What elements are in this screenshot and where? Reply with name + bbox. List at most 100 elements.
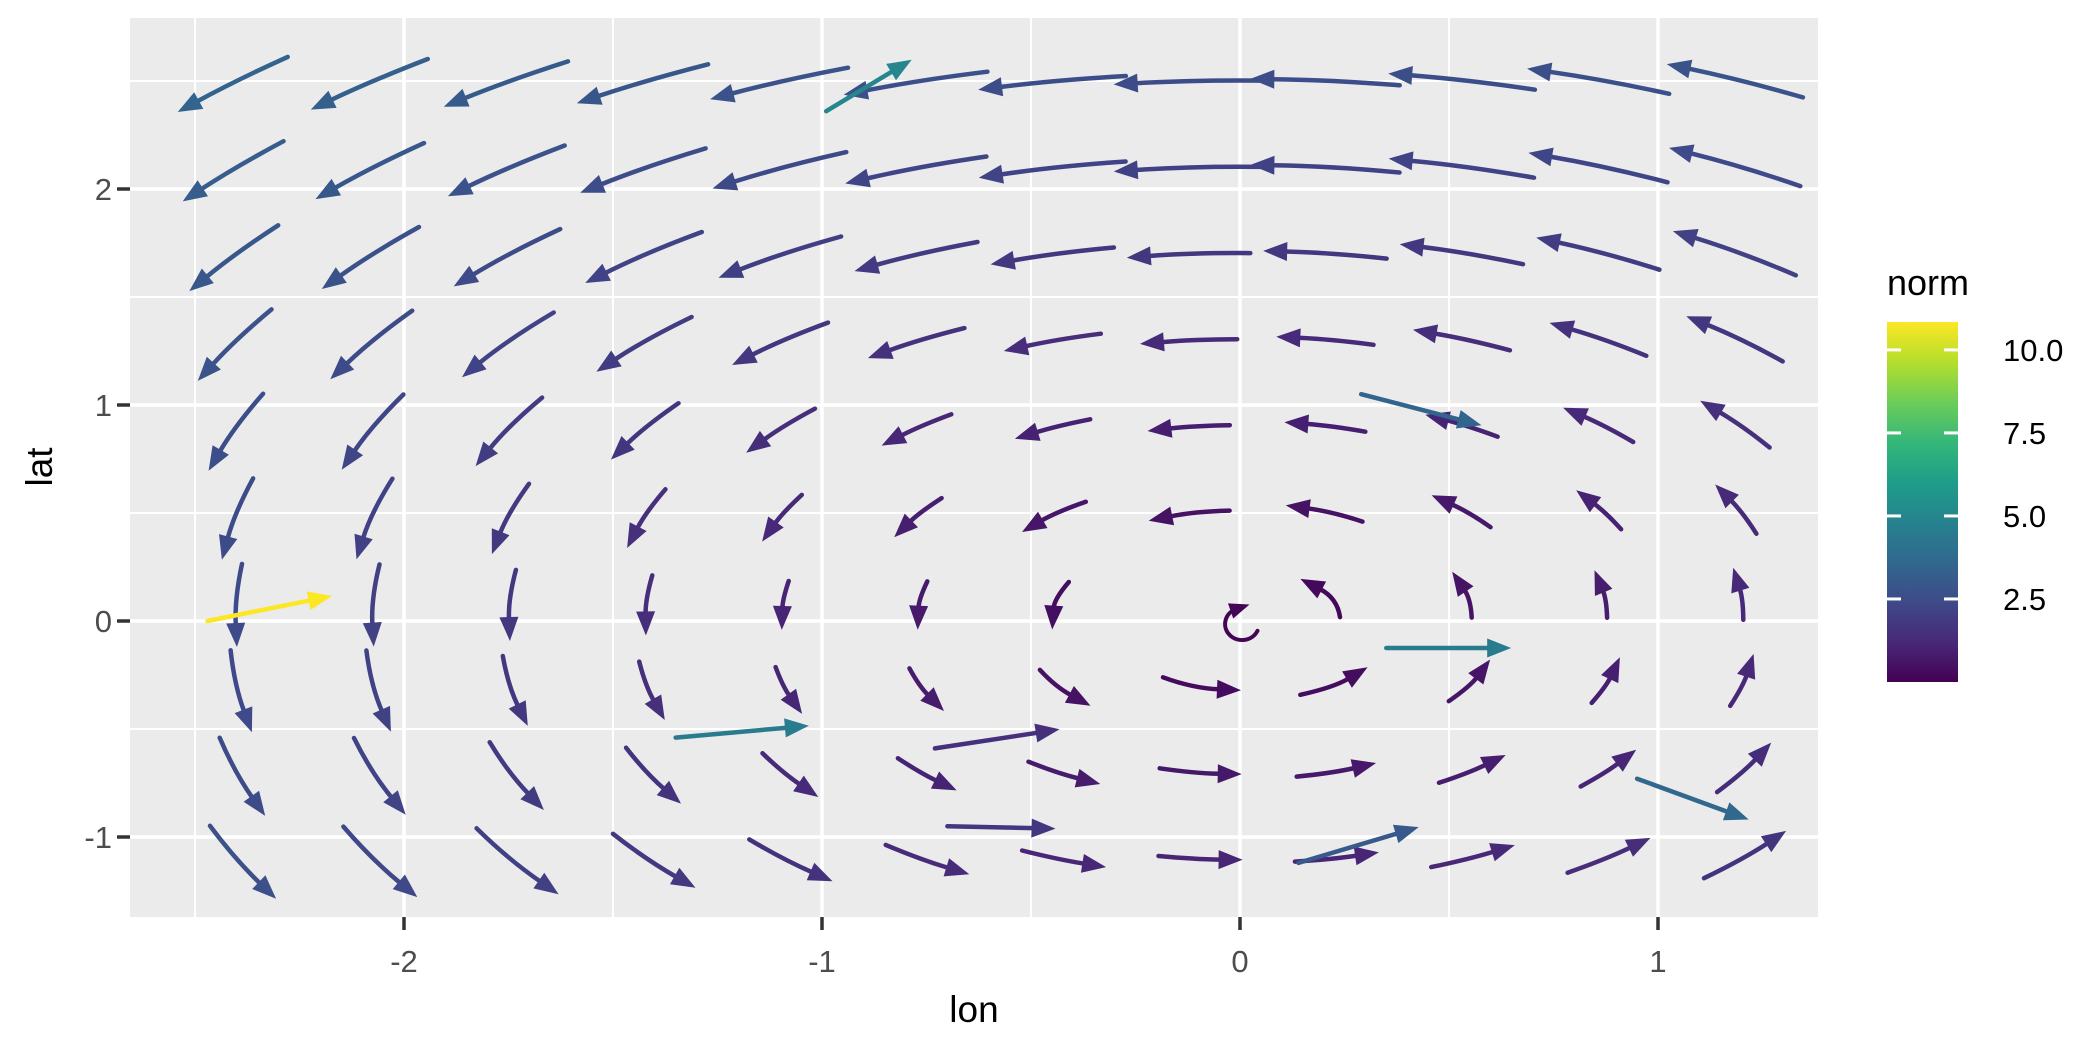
arrow-head	[1284, 414, 1309, 434]
arrow-shaft	[731, 149, 849, 185]
arrow-head	[1624, 837, 1651, 857]
arrow-shaft	[1010, 245, 1117, 263]
arrow-head	[1285, 499, 1311, 518]
vector-arrow	[1113, 73, 1266, 93]
vector-arrow	[978, 159, 1128, 184]
vector-arrow	[1399, 237, 1526, 267]
arrow-head	[854, 255, 881, 274]
arrow-head	[447, 177, 474, 197]
vector-arrow	[1549, 320, 1649, 359]
arrow-head	[978, 77, 1004, 97]
arrow-head	[784, 718, 809, 738]
arrow-head	[315, 178, 341, 200]
vector-arrow	[773, 664, 803, 714]
legend-tick-label: 10.0	[2003, 333, 2063, 368]
arrow-shaft	[610, 831, 679, 880]
arrow-shaft	[595, 62, 711, 99]
arrow-head	[1031, 818, 1056, 838]
arrow-shaft	[1304, 421, 1368, 434]
arrow-head	[372, 705, 391, 732]
arrow-head	[1218, 850, 1243, 870]
x-tick-label: 0	[1231, 944, 1248, 979]
arrow-head	[909, 605, 929, 630]
arrow-shaft	[1581, 414, 1636, 445]
vector-arrow	[1037, 667, 1091, 706]
vector-arrow	[1672, 229, 1799, 278]
vector-arrow	[354, 476, 395, 560]
arrow-head	[1113, 160, 1139, 180]
arrow-head	[1388, 66, 1413, 85]
vector-arrow	[1026, 759, 1101, 788]
arrow-shaft	[1555, 240, 1662, 272]
vector-arrow-outlier	[673, 718, 809, 740]
arrow-shaft	[643, 573, 655, 616]
vector-arrow	[636, 573, 656, 636]
arrow-shaft	[1298, 676, 1351, 698]
vector-arrow	[500, 653, 528, 726]
arrow-head	[219, 534, 238, 560]
legend-ticks	[1887, 348, 1958, 601]
arrow-shaft	[623, 745, 667, 792]
arrow-head	[330, 355, 355, 380]
arrow-head	[1113, 73, 1139, 93]
arrow-shaft	[217, 735, 255, 801]
vector-arrows-layer	[177, 54, 1806, 899]
arrow-shaft	[873, 239, 980, 268]
arrow-shaft	[1578, 760, 1621, 789]
vector-arrow	[182, 138, 286, 202]
arrow-head	[306, 591, 333, 610]
arrow-head	[793, 775, 819, 797]
arrow-shaft	[204, 223, 281, 280]
arrow-head	[177, 92, 204, 112]
vector-arrow	[1578, 749, 1637, 789]
vector-arrow	[453, 226, 563, 287]
arrow-shaft	[225, 476, 256, 541]
vector-arrow-outlier	[205, 591, 333, 624]
arrow-head	[1064, 686, 1091, 706]
arrow-head	[1148, 506, 1175, 526]
vector-arrow	[1284, 414, 1368, 434]
arrow-head	[1737, 653, 1756, 680]
arrow-head	[1669, 144, 1695, 163]
arrow-head	[627, 522, 647, 548]
vector-arrow	[978, 73, 1129, 97]
vector-arrow	[1412, 324, 1513, 353]
arrow-shaft	[1547, 154, 1670, 185]
arrow-head	[1611, 749, 1637, 772]
vector-arrow	[1589, 657, 1620, 706]
vector-arrow	[219, 476, 256, 560]
vector-arrow	[732, 320, 831, 365]
arrow-head	[1003, 336, 1030, 356]
arrow-head	[1528, 147, 1554, 167]
legend-title: norm	[1887, 262, 1969, 303]
arrow-head	[1014, 422, 1041, 441]
arrow-head	[1217, 764, 1242, 784]
arrow-shaft	[886, 325, 967, 353]
arrow-head	[383, 790, 406, 815]
vector-arrow	[447, 143, 567, 197]
arrow-head	[1715, 484, 1739, 509]
arrow-shaft	[895, 755, 940, 784]
vector-arrow	[580, 146, 708, 193]
legend-tick-label: 7.5	[2003, 416, 2046, 451]
arrow-head	[1549, 320, 1576, 339]
arrow-shaft	[1546, 69, 1672, 97]
arrow-shaft	[760, 751, 803, 787]
arrow-head	[990, 250, 1016, 270]
arrow-head	[1126, 246, 1152, 266]
arrow-shaft	[823, 68, 896, 114]
arrow-shaft	[636, 659, 657, 704]
vector-arrow	[712, 149, 849, 191]
arrow-shaft	[369, 562, 382, 627]
arrow-head	[610, 436, 635, 460]
arrow-head	[1480, 755, 1506, 774]
arrow-shaft	[932, 730, 1041, 751]
vector-arrow	[1263, 242, 1389, 261]
vector-arrow-outlier	[1634, 776, 1749, 821]
arrow-shaft	[233, 561, 245, 628]
vector-arrow	[1388, 66, 1538, 92]
arrow-shaft	[198, 138, 286, 192]
vector-arrow	[1388, 151, 1537, 180]
arrow-shaft	[883, 842, 951, 871]
arrow-shaft	[673, 725, 790, 740]
